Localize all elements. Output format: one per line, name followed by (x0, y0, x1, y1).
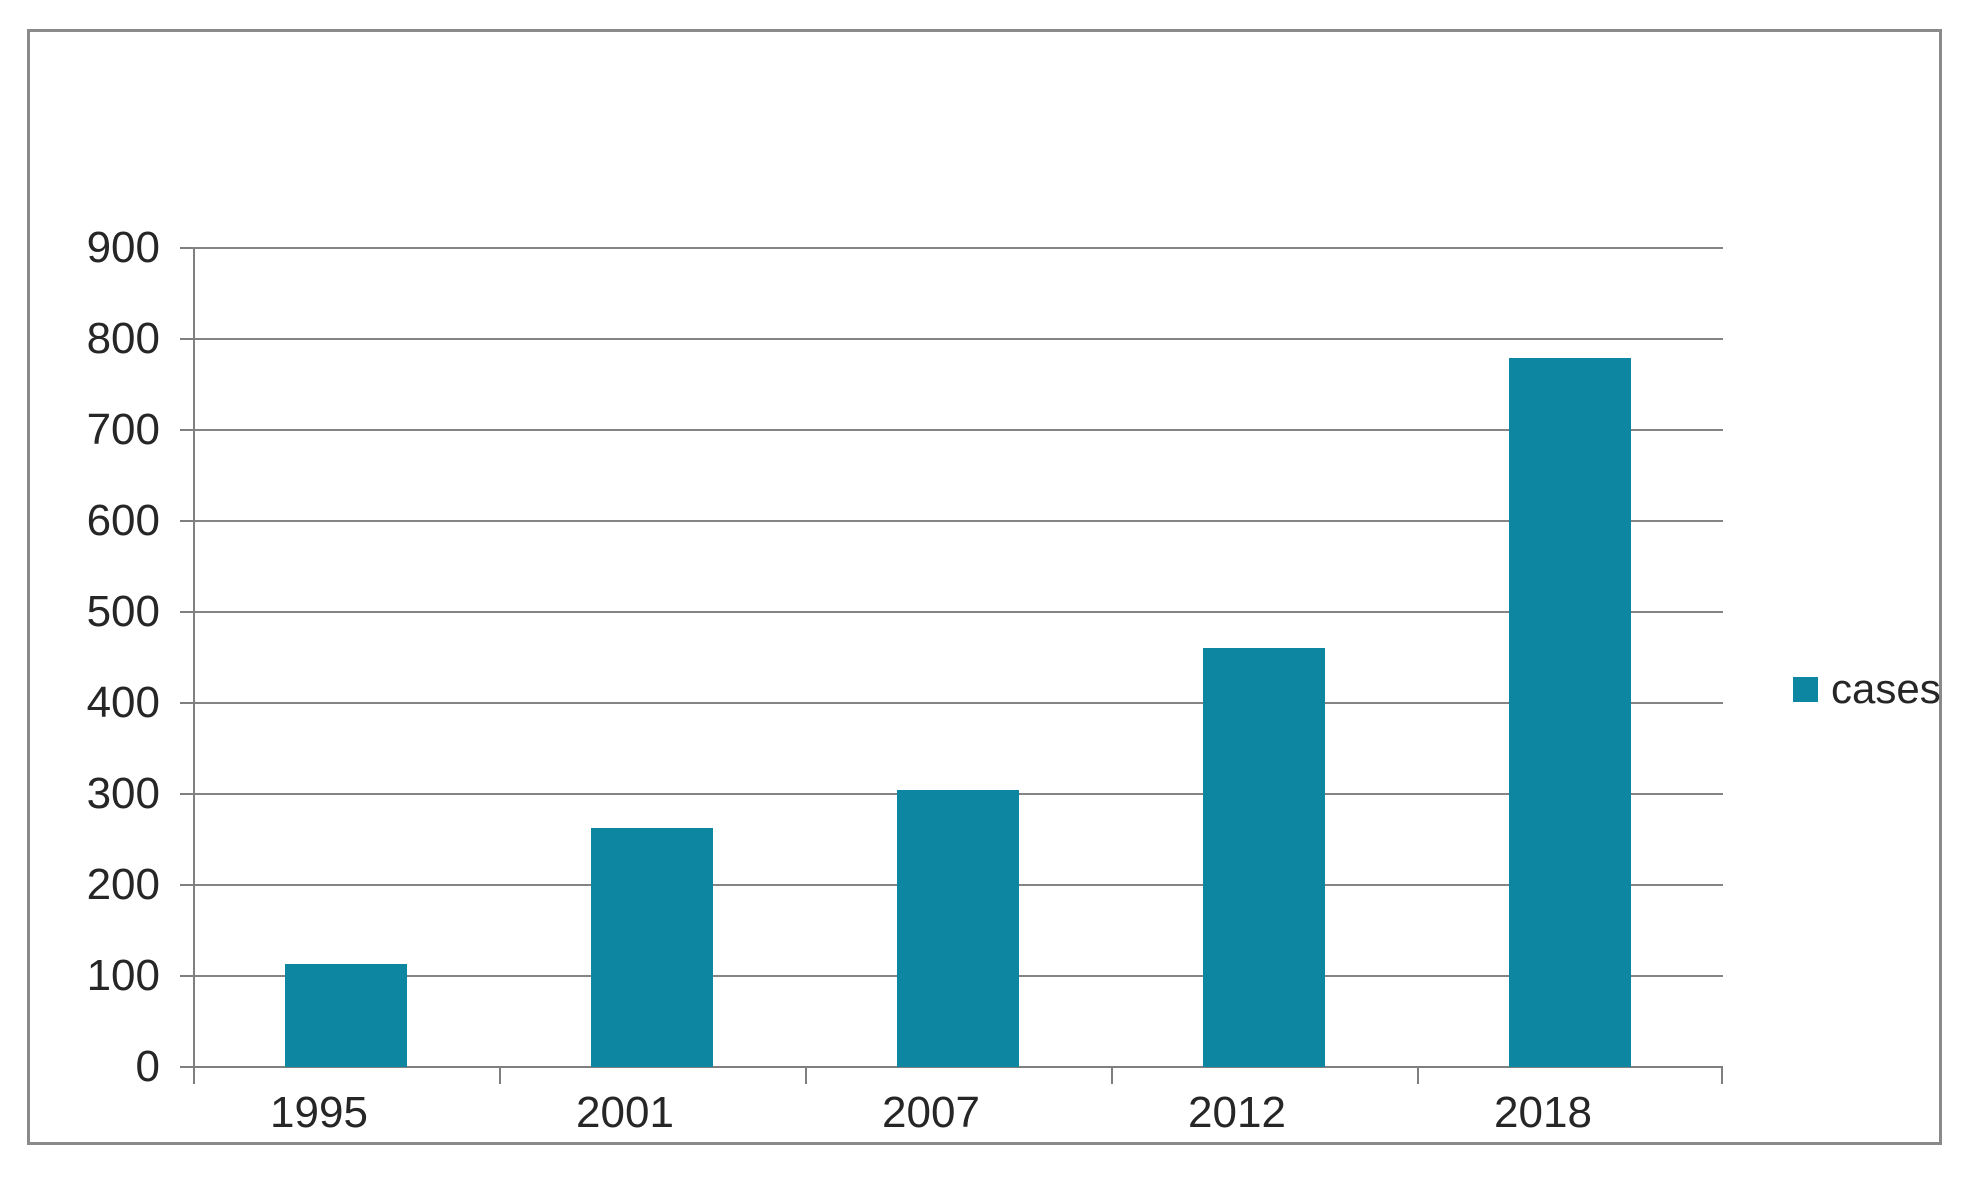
x-axis-label-2007: 2007 (882, 1088, 980, 1137)
y-axis-label-700: 700 (86, 405, 160, 454)
plot-area (180, 247, 1723, 1084)
gridline-500 (193, 611, 1723, 613)
gridline-800 (193, 338, 1723, 340)
y-axis-label-500: 500 (86, 587, 160, 636)
x-axis-boundary-tick-1 (499, 1067, 501, 1084)
y-axis-label-300: 300 (86, 769, 160, 818)
x-axis-boundary-tick-3 (1111, 1067, 1113, 1084)
bar-2001 (591, 827, 713, 1067)
gridline-400 (193, 702, 1723, 704)
y-axis-tick-200 (180, 884, 193, 886)
y-axis-label-0: 0 (135, 1042, 160, 1091)
y-axis-label-900: 900 (86, 223, 160, 272)
y-axis-label-100: 100 (86, 951, 160, 1000)
y-axis-tick-400 (180, 702, 193, 704)
y-axis-tick-100 (180, 975, 193, 977)
y-axis-label-800: 800 (86, 314, 160, 363)
gridline-700 (193, 429, 1723, 431)
legend-label: cases (1831, 665, 1941, 712)
x-axis-label-2018: 2018 (1494, 1088, 1592, 1137)
y-axis-tick-0 (180, 1066, 193, 1068)
y-axis-tick-300 (180, 793, 193, 795)
bar-2018 (1509, 358, 1631, 1067)
x-axis-label-1995: 1995 (270, 1088, 368, 1137)
y-axis-line (193, 248, 195, 1068)
legend-swatch-icon (1793, 676, 1818, 702)
y-axis-label-400: 400 (86, 678, 160, 727)
x-axis-label-2001: 2001 (576, 1088, 674, 1137)
bar-2012 (1203, 647, 1325, 1067)
y-axis-label-600: 600 (86, 496, 160, 545)
y-axis-tick-500 (180, 611, 193, 613)
y-axis-tick-600 (180, 520, 193, 522)
x-axis-label-2012: 2012 (1188, 1088, 1286, 1137)
x-axis-line (180, 1066, 1723, 1068)
legend: cases (1793, 666, 1941, 712)
x-axis-boundary-tick-0 (193, 1067, 195, 1084)
gridline-600 (193, 520, 1723, 522)
y-axis-tick-900 (180, 247, 193, 249)
bar-1995 (285, 964, 407, 1067)
chart-frame: 0 100 200 300 400 500 600 700 800 900 1995 2001 200… (27, 29, 1942, 1145)
x-axis-boundary-tick-2 (805, 1067, 807, 1084)
y-axis-tick-700 (180, 429, 193, 431)
y-axis-tick-800 (180, 338, 193, 340)
bar-2007 (897, 790, 1019, 1067)
gridline-900 (193, 247, 1723, 249)
y-axis-label-200: 200 (86, 860, 160, 909)
x-axis-boundary-tick-4 (1417, 1067, 1419, 1084)
x-axis-boundary-tick-5 (1721, 1067, 1723, 1084)
